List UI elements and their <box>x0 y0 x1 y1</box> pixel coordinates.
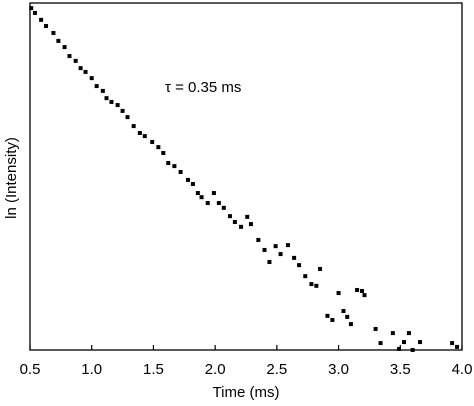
point <box>190 182 195 187</box>
point <box>150 139 155 144</box>
point <box>390 331 395 336</box>
point <box>115 103 120 108</box>
point <box>227 214 232 219</box>
point <box>94 84 99 89</box>
point <box>362 293 367 298</box>
point <box>211 191 216 196</box>
y-axis-label: ln (Intensity) <box>3 137 20 219</box>
point <box>330 317 335 322</box>
point <box>292 255 297 260</box>
point <box>256 237 261 242</box>
point <box>125 115 130 120</box>
point <box>455 344 460 349</box>
point <box>341 309 346 314</box>
point <box>156 145 161 150</box>
point <box>205 201 210 206</box>
point <box>73 58 78 63</box>
point <box>336 291 341 296</box>
annotation: τ = 0.35 ms <box>165 79 241 96</box>
point <box>62 45 67 50</box>
point <box>285 243 290 248</box>
point <box>410 348 415 352</box>
point <box>406 331 411 336</box>
point <box>273 244 278 249</box>
point <box>360 289 365 294</box>
plot-frame <box>29 2 463 351</box>
x-axis-label: Time (ms) <box>213 384 280 401</box>
point <box>29 6 34 11</box>
x-tick-label: 4.0 <box>452 361 473 378</box>
point <box>216 201 221 206</box>
point <box>44 24 49 29</box>
point <box>262 247 267 252</box>
x-tick-label: 2.0 <box>205 361 226 378</box>
point <box>166 161 171 166</box>
point <box>245 214 250 219</box>
point <box>83 69 88 74</box>
point <box>297 263 302 268</box>
point <box>161 151 166 156</box>
point <box>221 205 226 210</box>
point <box>318 266 323 271</box>
point <box>325 313 330 318</box>
point <box>303 274 308 279</box>
point <box>89 76 94 81</box>
point <box>185 177 190 182</box>
point <box>450 341 455 346</box>
point <box>51 30 56 35</box>
point <box>39 17 44 22</box>
point <box>239 224 244 229</box>
x-tick-label: 3.5 <box>390 361 411 378</box>
point <box>131 124 136 129</box>
x-tick-label: 1.0 <box>81 361 102 378</box>
point <box>314 283 319 288</box>
point <box>348 322 353 327</box>
point <box>56 38 61 43</box>
point <box>401 340 406 345</box>
point <box>109 99 114 104</box>
point <box>373 326 378 331</box>
point <box>172 164 177 169</box>
x-tick-label: 0.5 <box>20 361 41 378</box>
point <box>355 287 360 292</box>
x-tick-label: 3.0 <box>328 361 349 378</box>
point <box>78 66 83 71</box>
x-tick-label: 2.5 <box>266 361 287 378</box>
point <box>267 260 272 265</box>
point <box>309 282 314 287</box>
point <box>248 222 253 227</box>
point <box>120 108 125 113</box>
x-tick-label: 1.5 <box>143 361 164 378</box>
point <box>178 169 183 174</box>
point <box>32 10 37 15</box>
point <box>137 130 142 135</box>
point <box>378 341 383 346</box>
point <box>104 96 109 101</box>
point <box>278 252 283 257</box>
point <box>100 88 105 93</box>
point <box>418 340 423 345</box>
point <box>345 314 350 319</box>
point <box>397 346 402 351</box>
point <box>232 220 237 225</box>
point <box>142 134 147 139</box>
point <box>199 195 204 200</box>
point <box>67 54 72 59</box>
point <box>195 191 200 196</box>
